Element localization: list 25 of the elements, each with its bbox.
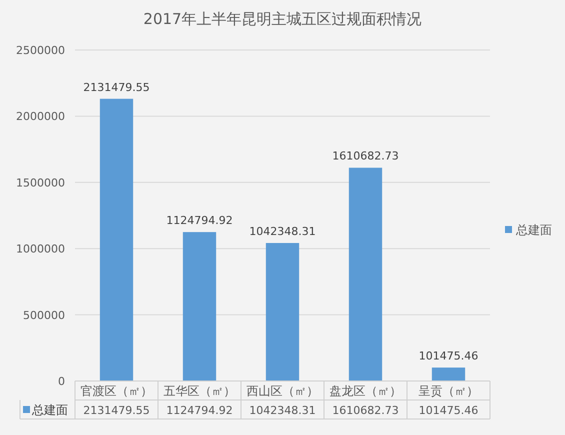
- x-tick-label: 盘龙区（㎡）: [330, 384, 402, 398]
- x-tick-label: 西山区（㎡）: [246, 384, 318, 398]
- bar: [182, 232, 216, 381]
- x-tick-label: 五华区（㎡）: [164, 384, 236, 398]
- bar: [100, 98, 134, 381]
- legend: 总建面: [505, 223, 552, 237]
- value-label: 1042348.31: [249, 225, 316, 238]
- value-label: 1610682.73: [332, 150, 399, 163]
- y-tick-label: 0: [58, 375, 65, 388]
- value-label: 1124794.92: [166, 214, 233, 228]
- data-table: 总建面 2131479.55 1124794.92 1042348.31 1610682.73 101475.46: [23, 403, 478, 417]
- y-tick-label: 2000000: [16, 110, 65, 124]
- bar: [348, 168, 382, 381]
- bar: [432, 368, 466, 381]
- value-label: 2131479.55: [83, 80, 150, 94]
- y-tick-label: 500000: [23, 308, 65, 322]
- bar: [266, 242, 300, 381]
- value-label: 101475.46: [418, 350, 478, 363]
- x-tick-label: 官渡区（㎡）: [80, 384, 152, 398]
- y-tick-label: 1500000: [16, 176, 65, 190]
- chart-title: 2017年上半年昆明主城五区过规面积情况: [143, 10, 422, 28]
- y-tick-label: 2500000: [16, 44, 65, 57]
- legend-label: 总建面: [515, 223, 552, 237]
- x-tick-label: 呈贡（㎡）: [418, 384, 478, 398]
- y-tick-label: 1000000: [16, 242, 65, 256]
